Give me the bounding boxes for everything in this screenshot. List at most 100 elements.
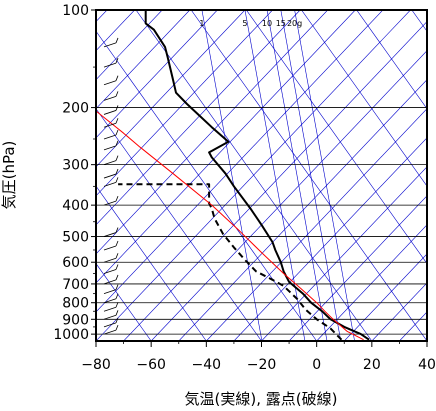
wind-barb-shaft <box>103 95 117 101</box>
adiabat-line <box>246 10 427 265</box>
adiabat-line <box>96 30 317 341</box>
sounding-series <box>96 10 370 341</box>
parcel-line <box>96 110 364 341</box>
isotherm-line <box>96 10 356 284</box>
wind-barb-flag <box>115 118 119 124</box>
mixing-ratio-labels: 1 5 10 15 20g <box>199 19 302 28</box>
y-tick-label: 1000 <box>53 327 89 343</box>
x-tick-label: 40 <box>418 357 436 373</box>
wind-barb-shaft <box>103 329 117 335</box>
wind-barbs <box>103 37 119 335</box>
pressure-gridlines <box>96 9 427 335</box>
isotherm-line <box>233 137 427 341</box>
x-tick-label: 20 <box>363 357 381 373</box>
isotherm-line <box>288 195 427 341</box>
wind-barb-flag <box>115 195 119 202</box>
y-tick-label: 600 <box>62 255 89 271</box>
wind-barb-flag <box>115 227 119 233</box>
isotherm-line <box>96 10 246 168</box>
wind-barb-shaft <box>103 134 117 140</box>
y-tick-label: 300 <box>62 158 89 174</box>
x-tick-label: 0 <box>312 357 321 373</box>
y-tick-label: 800 <box>62 296 89 312</box>
adiabat-line <box>301 10 427 187</box>
mixing-ratio-line <box>294 10 355 341</box>
isotherm-line <box>316 224 427 341</box>
isotherm-line <box>96 10 273 197</box>
adiabat-line <box>96 185 207 341</box>
adiabat-line <box>356 10 427 110</box>
isotherm-lines <box>96 10 427 341</box>
adiabat-line <box>96 108 262 341</box>
isotherm-line <box>178 79 427 341</box>
isotherm-line <box>261 166 427 341</box>
temperature-line <box>144 10 370 341</box>
wind-barb-flag <box>115 177 119 183</box>
wind-barb-flag <box>115 129 119 136</box>
isotherm-line <box>96 10 218 139</box>
wind-barb-shaft <box>103 245 117 251</box>
adiabat-line <box>190 10 427 341</box>
x-tick-label: −20 <box>247 357 277 373</box>
isotherm-line <box>96 10 328 255</box>
mixing-ratio-label: 15 <box>276 19 286 28</box>
adiabat-line <box>411 10 427 32</box>
wind-barb-shaft <box>103 289 117 295</box>
mixing-ratio-line <box>280 10 342 341</box>
x-tick-label: −60 <box>136 357 166 373</box>
wind-barb-shaft <box>103 322 117 328</box>
wind-barb-shaft <box>103 145 117 151</box>
isotherm-line <box>399 311 427 341</box>
isotherm-line <box>96 10 191 110</box>
y-tick-label: 700 <box>62 277 89 293</box>
wind-barb-flag <box>115 140 119 146</box>
wind-barb-flag <box>115 168 119 175</box>
wind-barb-shaft <box>103 122 117 128</box>
wind-barb-shaft <box>103 306 117 312</box>
isotherm-line <box>426 340 427 341</box>
wind-barb-shaft <box>103 314 117 320</box>
isotherm-line <box>206 108 427 341</box>
adiabat-line <box>96 263 152 341</box>
y-axis-title: 気圧(hPa) <box>0 141 18 210</box>
wind-barb-shaft <box>103 279 117 285</box>
wind-barb-flag <box>115 253 119 259</box>
wind-barb-flag <box>115 274 119 281</box>
y-tick-label: 100 <box>62 3 89 19</box>
isotherm-line <box>371 282 427 341</box>
wind-barb-flag <box>115 91 119 97</box>
wind-barb-flag <box>115 57 119 64</box>
wind-barb-shaft <box>103 257 117 263</box>
wind-barb-shaft <box>103 269 117 274</box>
mixing-ratio-line <box>266 10 328 341</box>
isotherm-line <box>123 21 427 341</box>
x-tick-label: −40 <box>192 357 222 373</box>
mixing-ratio-label: 5 <box>242 19 247 28</box>
mixing-ratio-label: 20g <box>287 19 302 28</box>
dewpoint-line <box>118 183 343 341</box>
wind-barb-shaft <box>103 160 117 166</box>
wind-barb-shaft <box>103 298 117 304</box>
y-tick-label: 900 <box>62 312 89 328</box>
wind-barb-shaft <box>103 62 117 68</box>
wind-barb-shaft <box>103 110 117 115</box>
wind-barb-shaft <box>103 80 117 86</box>
wind-barb-flag <box>115 324 119 331</box>
wind-barb-flag <box>115 37 119 44</box>
wind-barb-flag <box>115 310 119 316</box>
wind-barb-shaft <box>103 200 117 206</box>
isotherm-line <box>96 10 411 341</box>
isotherm-line <box>96 10 301 226</box>
wind-barb-flag <box>115 293 119 299</box>
isotherm-line <box>150 50 427 341</box>
y-tick-label: 500 <box>62 230 89 246</box>
wind-barb-flag <box>115 317 119 324</box>
adiabat-line <box>135 10 373 341</box>
mixing-ratio-label: 1 <box>199 19 204 28</box>
wind-barb-flag <box>115 284 119 290</box>
wind-barb-flag <box>115 302 119 308</box>
wind-barb-shaft <box>103 232 117 237</box>
x-axis-ticks: −80 −60 −40 −20 0 20 40 <box>81 341 436 373</box>
y-tick-label: 200 <box>62 101 89 117</box>
